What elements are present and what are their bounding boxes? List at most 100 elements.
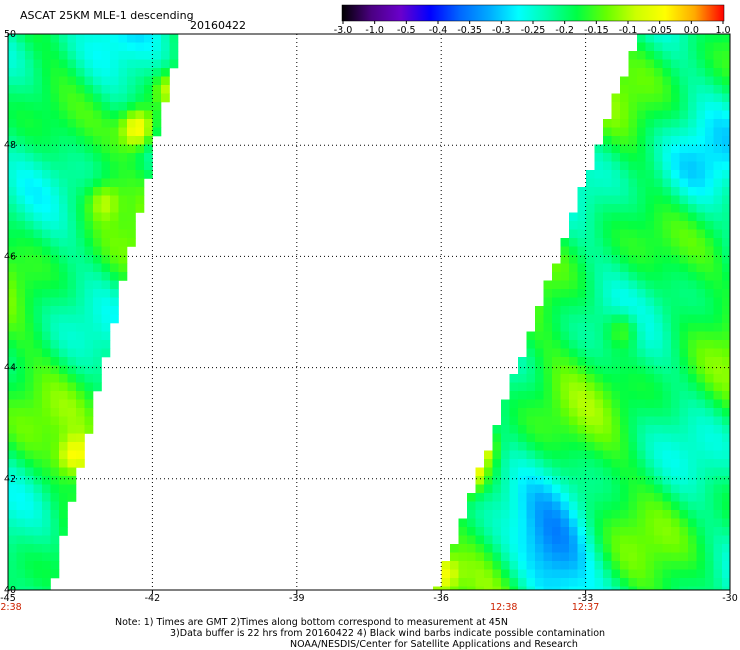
wind-cell <box>594 212 604 222</box>
wind-cell <box>688 255 697 264</box>
wind-cell <box>569 408 578 417</box>
wind-cell <box>33 586 43 591</box>
wind-cell <box>671 399 680 409</box>
wind-cell <box>25 238 34 247</box>
wind-cell <box>8 263 17 273</box>
wind-cell <box>93 348 102 358</box>
wind-cell <box>577 263 587 273</box>
wind-cell <box>586 170 595 179</box>
wind-cell <box>16 221 26 230</box>
wind-cell <box>84 238 94 247</box>
wind-cell <box>33 314 43 324</box>
wind-cell <box>560 314 570 324</box>
wind-cell <box>101 348 111 358</box>
wind-cell <box>654 527 663 536</box>
wind-cell <box>688 442 697 451</box>
wind-cell <box>594 459 604 468</box>
wind-cell <box>526 527 536 536</box>
wind-cell <box>25 391 34 400</box>
wind-cell <box>526 459 536 468</box>
wind-cell <box>8 195 17 205</box>
wind-cell <box>543 527 553 536</box>
wind-cell <box>535 416 544 426</box>
wind-cell <box>628 476 638 485</box>
wind-cell <box>8 178 17 188</box>
colorbar-tick-label: -0.25 <box>521 25 546 36</box>
wind-cell <box>93 289 102 298</box>
wind-cell <box>679 187 689 196</box>
wind-cell <box>59 68 68 77</box>
wind-cell <box>620 391 629 400</box>
x-axis-ticks: -45 -42 -39 -36 -33 -30 <box>0 590 738 604</box>
wind-cell <box>475 552 485 562</box>
wind-cell <box>118 272 128 281</box>
wind-cell <box>671 442 680 451</box>
wind-cell <box>594 289 604 298</box>
wind-cell <box>50 442 60 451</box>
wind-cell <box>645 450 655 460</box>
wind-cell <box>8 272 17 281</box>
wind-cell <box>509 416 519 426</box>
wind-cell <box>33 357 43 366</box>
wind-cell <box>84 331 94 341</box>
wind-cell <box>84 102 94 111</box>
wind-cell <box>552 416 561 426</box>
wind-cell <box>67 178 77 188</box>
wind-cell <box>722 408 731 417</box>
wind-cell <box>679 93 689 103</box>
wind-cell <box>688 501 697 511</box>
wind-cell <box>722 229 731 239</box>
wind-cell <box>76 255 85 264</box>
wind-cell <box>713 348 723 358</box>
wind-cell <box>603 221 612 230</box>
wind-cell <box>25 229 34 239</box>
time-label: 12:38 <box>0 602 22 613</box>
wind-cell <box>586 357 595 366</box>
wind-cell <box>569 229 578 239</box>
wind-cell <box>144 119 153 128</box>
wind-cell <box>594 161 604 171</box>
wind-cell <box>25 382 34 392</box>
wind-cell <box>42 493 51 502</box>
wind-cell <box>518 374 527 383</box>
wind-cell <box>713 204 723 213</box>
wind-cell <box>722 306 731 315</box>
wind-cell <box>637 442 646 451</box>
colorbar-tick-label: 1.0 <box>715 25 730 36</box>
wind-cell <box>611 493 621 502</box>
wind-cell <box>645 229 655 239</box>
wind-cell <box>33 544 43 553</box>
wind-cell <box>713 535 723 545</box>
wind-cell <box>628 425 638 434</box>
wind-cell <box>59 518 68 528</box>
wind-cell <box>722 323 731 332</box>
wind-cell <box>594 484 604 494</box>
wind-cell <box>50 51 60 60</box>
wind-cell <box>713 561 723 570</box>
wind-cell <box>42 119 51 128</box>
wind-cell <box>662 323 672 332</box>
wind-cell <box>67 187 77 196</box>
wind-cell <box>603 425 612 434</box>
wind-cell <box>560 374 570 383</box>
wind-cell <box>144 76 153 86</box>
wind-cell <box>705 272 714 281</box>
wind-cell <box>620 272 629 281</box>
wind-cell <box>84 391 94 400</box>
wind-cell <box>50 170 60 179</box>
wind-cell <box>42 144 51 154</box>
wind-cell <box>118 110 128 120</box>
wind-cell <box>713 544 723 553</box>
wind-cell <box>16 93 26 103</box>
wind-cell <box>671 433 680 443</box>
wind-cell <box>713 263 723 273</box>
wind-cell <box>662 195 672 205</box>
wind-cell <box>679 323 689 332</box>
wind-cell <box>713 119 723 128</box>
wind-cell <box>654 212 663 222</box>
wind-cell <box>33 85 43 94</box>
wind-cell <box>603 323 612 332</box>
wind-cell <box>552 357 561 366</box>
wind-cell <box>688 59 697 69</box>
wind-cell <box>594 229 604 239</box>
